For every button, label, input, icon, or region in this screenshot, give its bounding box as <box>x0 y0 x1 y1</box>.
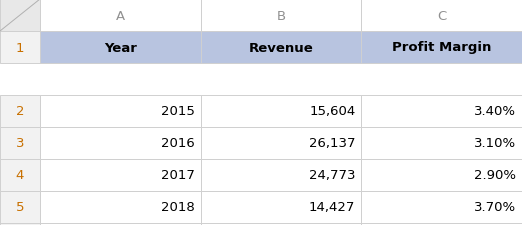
Text: 4: 4 <box>16 169 24 182</box>
Bar <box>361 0 522 32</box>
Bar <box>200 191 361 223</box>
Bar <box>361 191 522 223</box>
Text: 2: 2 <box>16 105 24 118</box>
Text: 1: 1 <box>16 41 24 54</box>
Bar <box>200 159 361 191</box>
Text: 3.40%: 3.40% <box>474 105 516 118</box>
Text: 15,604: 15,604 <box>309 105 355 118</box>
Text: 2017: 2017 <box>161 169 195 182</box>
Text: C: C <box>437 9 446 22</box>
Text: 24,773: 24,773 <box>309 169 355 182</box>
Bar <box>361 159 522 191</box>
Bar <box>200 223 361 225</box>
Bar <box>40 159 200 191</box>
Text: Revenue: Revenue <box>248 41 313 54</box>
Text: 26,137: 26,137 <box>309 137 355 150</box>
Bar <box>200 32 361 64</box>
Text: 2015: 2015 <box>161 105 195 118</box>
Text: 2016: 2016 <box>161 137 195 150</box>
Text: 2018: 2018 <box>161 201 195 214</box>
Text: 3: 3 <box>16 137 24 150</box>
Bar <box>0 96 40 127</box>
Bar <box>0 159 40 191</box>
Bar <box>200 127 361 159</box>
Text: 5: 5 <box>16 201 24 214</box>
Bar <box>361 127 522 159</box>
Bar <box>40 0 200 32</box>
Text: A: A <box>116 9 125 22</box>
Text: 2.90%: 2.90% <box>474 169 516 182</box>
Text: 3.10%: 3.10% <box>474 137 516 150</box>
Text: B: B <box>277 9 286 22</box>
Bar <box>0 0 40 32</box>
Bar <box>40 223 200 225</box>
Bar <box>40 191 200 223</box>
Bar <box>0 223 40 225</box>
Text: Year: Year <box>104 41 137 54</box>
Bar <box>0 191 40 223</box>
Bar <box>40 96 200 127</box>
Bar <box>0 32 40 64</box>
Bar <box>361 32 522 64</box>
Bar <box>40 32 200 64</box>
Text: 3.70%: 3.70% <box>474 201 516 214</box>
Text: Profit Margin: Profit Margin <box>392 41 491 54</box>
Bar <box>200 0 361 32</box>
Bar <box>361 96 522 127</box>
Bar <box>200 96 361 127</box>
Text: 14,427: 14,427 <box>309 201 355 214</box>
Bar <box>361 223 522 225</box>
Bar <box>0 127 40 159</box>
Bar <box>40 127 200 159</box>
